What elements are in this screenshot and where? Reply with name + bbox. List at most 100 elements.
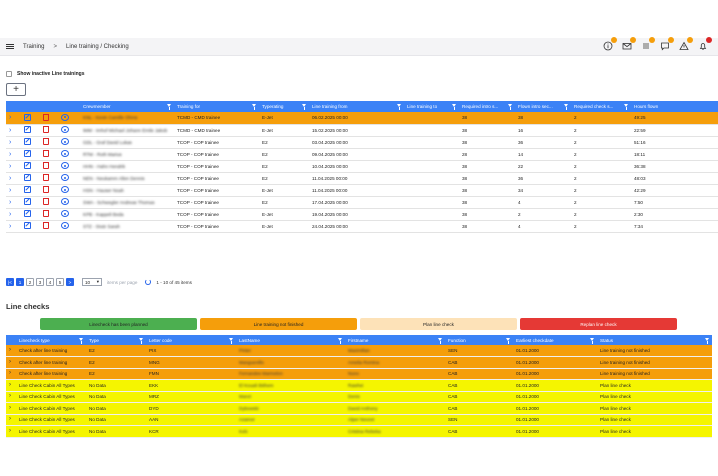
column-header-lastname[interactable]: LastName	[236, 335, 345, 345]
delete-cell[interactable]	[40, 172, 58, 185]
chevron-right-icon[interactable]: ›	[9, 370, 11, 377]
filter-icon[interactable]	[302, 104, 306, 110]
delete-cell[interactable]	[40, 148, 58, 161]
filter-icon[interactable]	[508, 104, 512, 110]
table-row[interactable]: › Line Check Cabin All Types No Data MRZ Man…	[6, 391, 712, 403]
column-header-type[interactable]: Type	[86, 335, 146, 345]
column-header-function[interactable]: Function	[445, 335, 513, 345]
chevron-right-icon[interactable]: ›	[9, 186, 12, 194]
table-row[interactable]: › KNL - Kevin Camille Ohms TCMD - CMD trai…	[6, 112, 718, 125]
expand-cell[interactable]: ›	[6, 220, 21, 233]
page-2-button[interactable]: 2	[26, 278, 34, 286]
expand-cell[interactable]: ›	[6, 148, 21, 161]
expand-cell[interactable]: ›	[6, 379, 16, 392]
edit-cell[interactable]	[21, 160, 40, 173]
delete-cell[interactable]	[40, 220, 58, 233]
table-row[interactable]: › Line Check Cabin All Types No Data AAN Aza…	[6, 414, 712, 426]
info-icon[interactable]	[602, 37, 617, 51]
expand-cell[interactable]: ›	[6, 196, 21, 209]
chat-icon[interactable]	[659, 37, 674, 51]
view-cell[interactable]	[58, 184, 80, 197]
next-page-button[interactable]: >	[66, 278, 74, 286]
expand-cell[interactable]: ›	[6, 414, 16, 426]
view-cell[interactable]	[58, 124, 80, 137]
page-1-button[interactable]: 1	[16, 278, 24, 286]
table-row[interactable]: › Check after line training E2 FMN Fernandes…	[6, 368, 712, 380]
chevron-right-icon[interactable]: ›	[9, 162, 12, 170]
column-header-flown-intro[interactable]: Flown intro sec...	[515, 101, 571, 112]
chevron-right-icon[interactable]: ›	[9, 347, 11, 353]
edit-icon[interactable]	[24, 210, 31, 217]
view-cell[interactable]	[58, 196, 80, 209]
chevron-right-icon[interactable]: ›	[9, 126, 12, 134]
edit-icon[interactable]	[24, 150, 31, 157]
delete-cell[interactable]	[40, 136, 58, 149]
expand-cell[interactable]: ›	[6, 402, 16, 415]
expand-cell[interactable]: ›	[6, 124, 21, 137]
expand-cell[interactable]: ›	[6, 425, 16, 438]
chevron-right-icon[interactable]: ›	[9, 114, 12, 122]
edit-cell[interactable]	[21, 136, 40, 149]
filter-icon[interactable]	[452, 104, 456, 110]
hamburger-menu-icon[interactable]	[6, 43, 14, 50]
table-row[interactable]: › HSN - Hauser Noah TCOP - COP trainee E-Je…	[6, 184, 718, 197]
trash-icon[interactable]	[43, 126, 49, 133]
chevron-right-icon[interactable]: ›	[9, 381, 11, 388]
breadcrumb-root[interactable]: Training	[23, 43, 45, 50]
refresh-icon[interactable]	[145, 279, 152, 285]
table-row[interactable]: › RTM - Roth Marius TCOP - COP trainee E2 09…	[6, 148, 718, 161]
edit-cell[interactable]	[21, 124, 40, 137]
edit-cell[interactable]	[21, 208, 40, 221]
notifications-icon[interactable]	[697, 37, 712, 51]
table-row[interactable]: › KPB - Kappeli Beda TCOP - COP trainee E-J…	[6, 208, 718, 221]
column-header-training-for[interactable]: Training for	[174, 101, 259, 112]
show-inactive-checkbox[interactable]	[6, 71, 12, 77]
expand-cell[interactable]: ›	[6, 184, 21, 197]
mail-icon[interactable]	[621, 37, 636, 51]
view-cell[interactable]	[58, 148, 80, 161]
delete-cell[interactable]	[40, 208, 58, 221]
expand-cell[interactable]: ›	[6, 368, 16, 380]
edit-cell[interactable]	[21, 148, 40, 161]
expand-cell[interactable]: ›	[6, 172, 21, 185]
table-row[interactable]: › IMM - Imhof Michael Johann Emile Jakob T…	[6, 124, 718, 137]
table-row[interactable]: › NEN - Neukamm Allen Dennis TCOP - COP tr…	[6, 172, 718, 185]
column-header-linecheck-type[interactable]: Linecheck type	[16, 335, 86, 345]
filter-icon[interactable]	[624, 104, 628, 110]
edit-cell[interactable]	[21, 172, 40, 185]
table-row[interactable]: › GDL - Graf David Lukas TCOP - COP traine…	[6, 136, 718, 149]
eye-icon[interactable]	[61, 126, 69, 133]
trash-icon[interactable]	[43, 162, 49, 169]
edit-icon[interactable]	[24, 174, 31, 181]
chevron-right-icon[interactable]: ›	[9, 358, 11, 365]
add-line-training-button[interactable]: +	[6, 83, 26, 96]
page-4-button[interactable]: 4	[46, 278, 54, 286]
filter-icon[interactable]	[438, 338, 442, 344]
delete-cell[interactable]	[40, 160, 58, 173]
filter-icon[interactable]	[397, 104, 401, 110]
first-page-button[interactable]: |<	[6, 278, 14, 286]
view-cell[interactable]	[58, 172, 80, 185]
chevron-right-icon[interactable]: ›	[9, 198, 12, 206]
table-row[interactable]: › Check after line training E2 PIX Pinter Max…	[6, 345, 712, 357]
eye-icon[interactable]	[61, 150, 69, 157]
filter-icon[interactable]	[506, 338, 510, 344]
table-row[interactable]: › STZ - Stutz Sarah TCOP - COP trainee E-Je…	[6, 220, 718, 233]
filter-icon[interactable]	[139, 338, 143, 344]
filter-icon[interactable]	[705, 338, 709, 344]
column-header-letter-code[interactable]: Letter code	[146, 335, 236, 345]
edit-cell[interactable]	[21, 196, 40, 209]
edit-icon[interactable]	[24, 186, 31, 193]
delete-cell[interactable]	[40, 112, 58, 125]
eye-icon[interactable]	[61, 174, 69, 181]
column-header-required-check[interactable]: Required check s...	[571, 101, 631, 112]
column-header-status[interactable]: Status	[597, 335, 712, 345]
column-header-line-training-to[interactable]: Line training to	[404, 101, 459, 112]
edit-icon[interactable]	[24, 222, 31, 229]
column-header-typerating[interactable]: Typerating	[259, 101, 309, 112]
table-row[interactable]: › Line Check Cabin All Types No Data DYD Dyb…	[6, 402, 712, 415]
table-row[interactable]: › HHN - Hahn Hendrik TCOP - COP trainee E2 1…	[6, 160, 718, 173]
column-header-line-training-from[interactable]: Line training from	[309, 101, 404, 112]
chevron-right-icon[interactable]: ›	[9, 174, 12, 182]
trash-icon[interactable]	[43, 138, 49, 145]
